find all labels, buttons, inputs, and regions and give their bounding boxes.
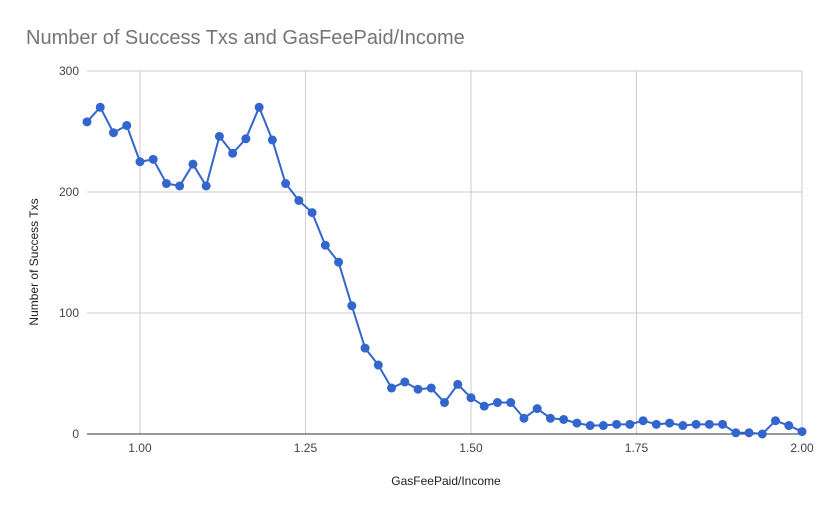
- x-tick-label: 2.00: [790, 441, 814, 455]
- data-point: [704, 419, 714, 429]
- data-point: [545, 413, 555, 423]
- x-tick-label: 1.75: [625, 441, 649, 455]
- data-point: [585, 421, 595, 431]
- y-tick-label: 200: [59, 185, 79, 199]
- data-point: [82, 117, 92, 127]
- data-point: [572, 418, 582, 428]
- data-point: [360, 343, 370, 353]
- data-point: [638, 416, 648, 426]
- data-point: [598, 421, 608, 431]
- data-point: [373, 360, 383, 370]
- data-point: [307, 208, 317, 218]
- y-axis-label: Number of Success Txs: [27, 198, 41, 325]
- data-point: [254, 102, 264, 112]
- x-tick-label: 1.50: [459, 441, 483, 455]
- data-point: [506, 398, 516, 408]
- data-point: [771, 416, 781, 426]
- data-point: [691, 419, 701, 429]
- data-point: [188, 159, 198, 169]
- data-point: [479, 401, 489, 411]
- series: [82, 102, 807, 439]
- data-point: [228, 148, 238, 158]
- data-point: [320, 240, 330, 250]
- x-tick-label: 1.00: [128, 441, 152, 455]
- data-point: [334, 257, 344, 267]
- gridlines: [87, 70, 803, 434]
- data-point: [135, 157, 145, 167]
- y-tick-label: 0: [72, 427, 79, 441]
- data-point: [466, 393, 476, 403]
- data-point: [122, 120, 132, 130]
- data-point: [731, 428, 741, 438]
- data-point: [426, 383, 436, 393]
- data-point: [214, 131, 224, 141]
- data-point: [612, 419, 622, 429]
- y-tick-label: 100: [59, 306, 79, 320]
- data-point: [744, 428, 754, 438]
- data-point: [175, 181, 185, 191]
- data-point: [148, 154, 158, 164]
- data-point: [281, 179, 291, 189]
- data-point: [718, 419, 728, 429]
- data-point: [797, 427, 807, 437]
- data-point: [413, 384, 423, 394]
- series-line: [86, 106, 803, 435]
- data-point: [347, 301, 357, 311]
- x-axis-label: GasFeePaid/Income: [391, 474, 501, 488]
- tick-labels: 0 100 200 300 1.00 1.25 1.50 1.75 2.00: [59, 64, 814, 455]
- data-point: [400, 377, 410, 387]
- data-point: [95, 102, 105, 112]
- data-point: [651, 419, 661, 429]
- data-point: [665, 418, 675, 428]
- data-point: [519, 413, 529, 423]
- x-tick-label: 1.25: [294, 441, 318, 455]
- data-point: [387, 383, 397, 393]
- data-point: [267, 135, 277, 145]
- data-point: [532, 404, 542, 414]
- data-point: [161, 179, 171, 189]
- data-point: [440, 398, 449, 408]
- data-point: [625, 419, 635, 429]
- data-point: [559, 414, 569, 424]
- data-point: [108, 128, 118, 138]
- data-point: [757, 429, 767, 439]
- chart-title: Number of Success Txs and GasFeePaid/Inc…: [26, 27, 465, 49]
- data-point: [294, 195, 304, 205]
- data-point: [784, 421, 794, 431]
- data-point: [453, 379, 463, 389]
- data-point: [492, 398, 502, 408]
- y-tick-label: 300: [59, 64, 79, 78]
- data-point: [678, 421, 688, 431]
- data-point: [241, 134, 251, 144]
- data-point: [201, 181, 211, 191]
